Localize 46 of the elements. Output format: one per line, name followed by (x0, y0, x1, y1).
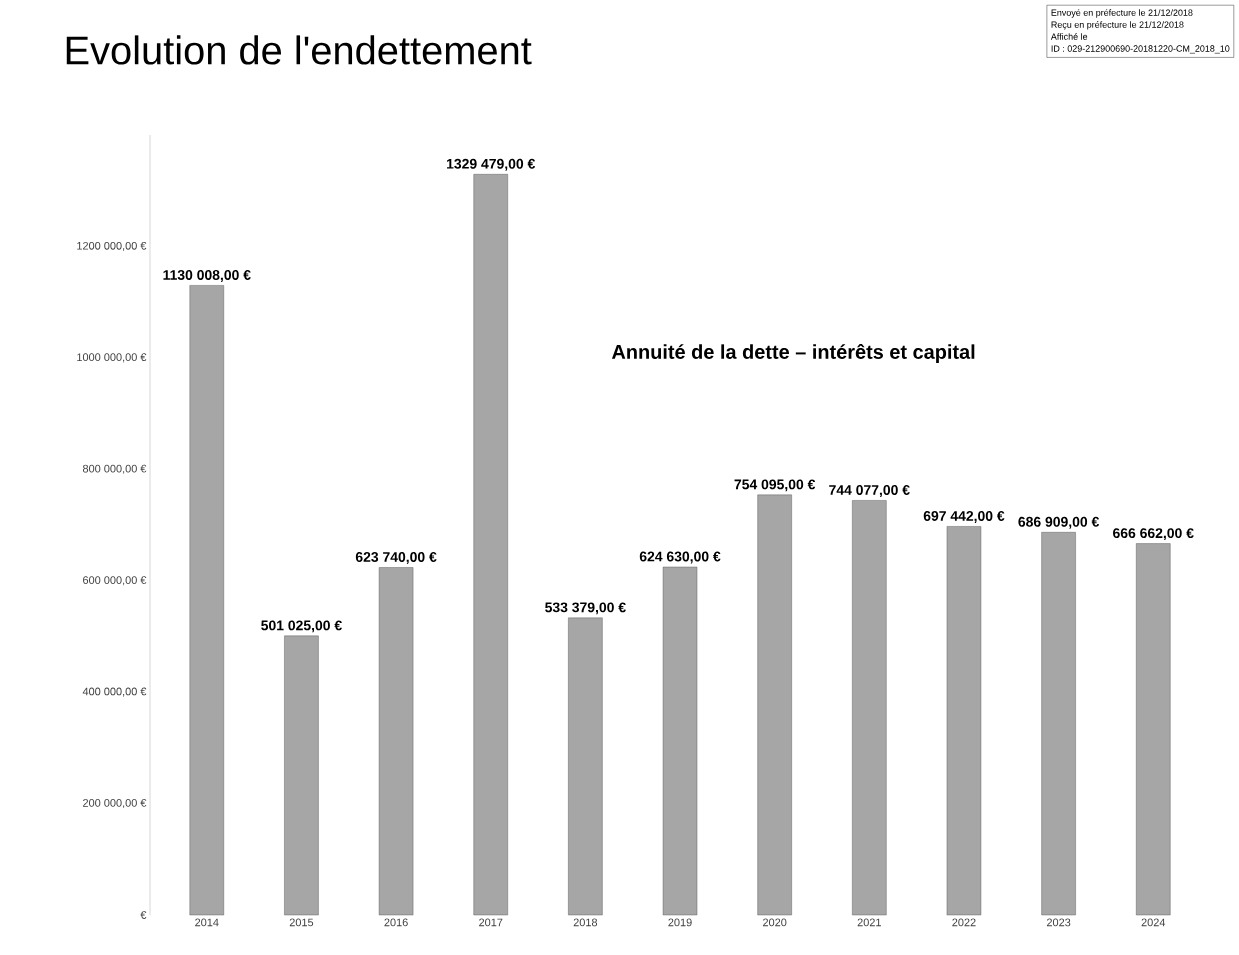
bar (378, 567, 414, 916)
bar (568, 617, 603, 916)
bar (662, 566, 698, 916)
data-label: 1329 479,00 € (447, 158, 536, 171)
y-tick-label: 600 000,00 € (83, 576, 147, 586)
bar (757, 494, 792, 916)
data-label: 533 379,00 € (545, 602, 626, 615)
y-tick-label: € (140, 911, 147, 919)
data-label: 1130 008,00 € (163, 269, 251, 282)
y-tick-label: 400 000,00 € (82, 687, 147, 697)
x-tick-label: 2014 (195, 918, 219, 927)
data-label: 666 662,00 € (1113, 528, 1194, 541)
x-tick-label: 2019 (668, 918, 692, 927)
bar (473, 174, 508, 916)
x-tick-label: 2016 (384, 918, 408, 927)
data-label: 744 077,00 € (829, 485, 910, 497)
y-tick-label: 1200 000,00 € (77, 241, 147, 251)
x-tick-label: 2018 (573, 918, 598, 927)
x-tick-label: 2023 (1046, 918, 1071, 927)
bar (1136, 543, 1171, 916)
x-tick-label: 2015 (289, 918, 314, 927)
text: Reçu en préfecture le 21/12/2018 (1051, 21, 1184, 30)
bar (189, 285, 224, 916)
data-label: 754 095,00 € (734, 479, 816, 492)
y-tick-label: 800 000,00 € (82, 464, 147, 474)
x-tick-label: 2021 (857, 918, 881, 927)
y-tick-label: 1000 000,00 € (77, 353, 147, 363)
data-label: 501 025,00 € (261, 620, 342, 633)
bar (284, 635, 319, 916)
bar (1041, 532, 1076, 916)
text: Affiché le (1050, 33, 1088, 40)
bar (946, 526, 982, 916)
x-tick-label: 2020 (763, 918, 787, 927)
data-label: 697 442,00 € (923, 510, 1005, 523)
x-tick-label: 2017 (479, 918, 503, 927)
data-label: 624 630,00 € (639, 551, 721, 564)
data-label: 686 909,00 € (1018, 516, 1100, 529)
y-tick-label: 200 000,00 € (83, 799, 147, 809)
text: ID : 029-212900690-20181220-CM_2018_10 (1051, 45, 1230, 54)
bar (852, 500, 887, 916)
x-tick-label: 2022 (952, 918, 976, 927)
text: Annuité de la dette – intérêts et capital (611, 343, 975, 363)
x-tick-label: 2024 (1141, 918, 1166, 927)
data-label: 623 740,00 € (355, 552, 437, 564)
text: Envoyé en préfecture le 21/12/2018 (1051, 9, 1193, 18)
chart-title: Evolution de l'endettement (66, 35, 532, 65)
